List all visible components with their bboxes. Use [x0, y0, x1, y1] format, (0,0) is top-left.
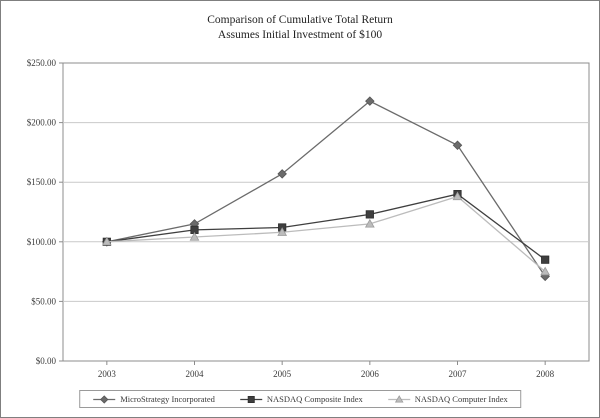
triangle-marker-icon — [387, 394, 410, 402]
triangle-marker-icon — [394, 394, 404, 402]
y-tick-label: $0.00 — [36, 356, 57, 366]
x-tick-label: 2008 — [536, 369, 555, 379]
legend-label: NASDAQ Composite Index — [266, 394, 363, 404]
triangle-marker-icon — [452, 191, 463, 201]
x-tick-label: 2007 — [449, 369, 468, 379]
legend-item: MicroStrategy Incorporated — [92, 394, 215, 404]
diamond-marker-icon — [100, 394, 109, 404]
y-tick-label: $150.00 — [27, 177, 57, 187]
y-tick-label: $250.00 — [27, 58, 57, 68]
x-tick-label: 2005 — [273, 369, 292, 379]
triangle-marker-icon — [540, 266, 551, 276]
square-marker-icon — [247, 395, 255, 403]
square-marker-icon — [365, 210, 374, 219]
square-marker-icon — [239, 395, 262, 403]
triangle-marker-icon — [277, 227, 288, 236]
chart-title-block: Comparison of Cumulative Total Return As… — [1, 13, 599, 43]
x-tick-label: 2004 — [186, 369, 205, 379]
diamond-marker-icon — [452, 140, 463, 151]
legend-label: NASDAQ Computer Index — [414, 394, 508, 404]
y-tick-label: $200.00 — [27, 118, 57, 128]
legend: MicroStrategy Incorporated NASDAQ Compos… — [79, 390, 521, 408]
series-line-1 — [106, 193, 546, 261]
chart-title: Comparison of Cumulative Total Return — [207, 14, 393, 26]
legend-item: NASDAQ Computer Index — [387, 394, 508, 404]
diamond-marker-icon — [277, 169, 287, 179]
x-tick-label: 2006 — [361, 369, 380, 379]
y-tick-label: $100.00 — [27, 237, 57, 247]
triangle-marker-icon — [101, 236, 112, 246]
series-line-0 — [106, 100, 546, 277]
legend-item: NASDAQ Composite Index — [239, 394, 363, 404]
series-line-2 — [106, 195, 546, 273]
square-marker-icon — [541, 255, 550, 264]
triangle-marker-icon — [364, 218, 375, 228]
y-tick-label: $50.00 — [31, 296, 56, 306]
diamond-marker-icon — [93, 394, 116, 404]
legend-label: MicroStrategy Incorporated — [120, 394, 215, 404]
chart-subtitle: Assumes Initial Investment of $100 — [217, 28, 383, 41]
diamond-marker-icon — [365, 96, 375, 106]
triangle-marker-icon — [189, 232, 200, 241]
plot-box — [62, 62, 590, 362]
x-tick-label: 2003 — [98, 369, 117, 379]
